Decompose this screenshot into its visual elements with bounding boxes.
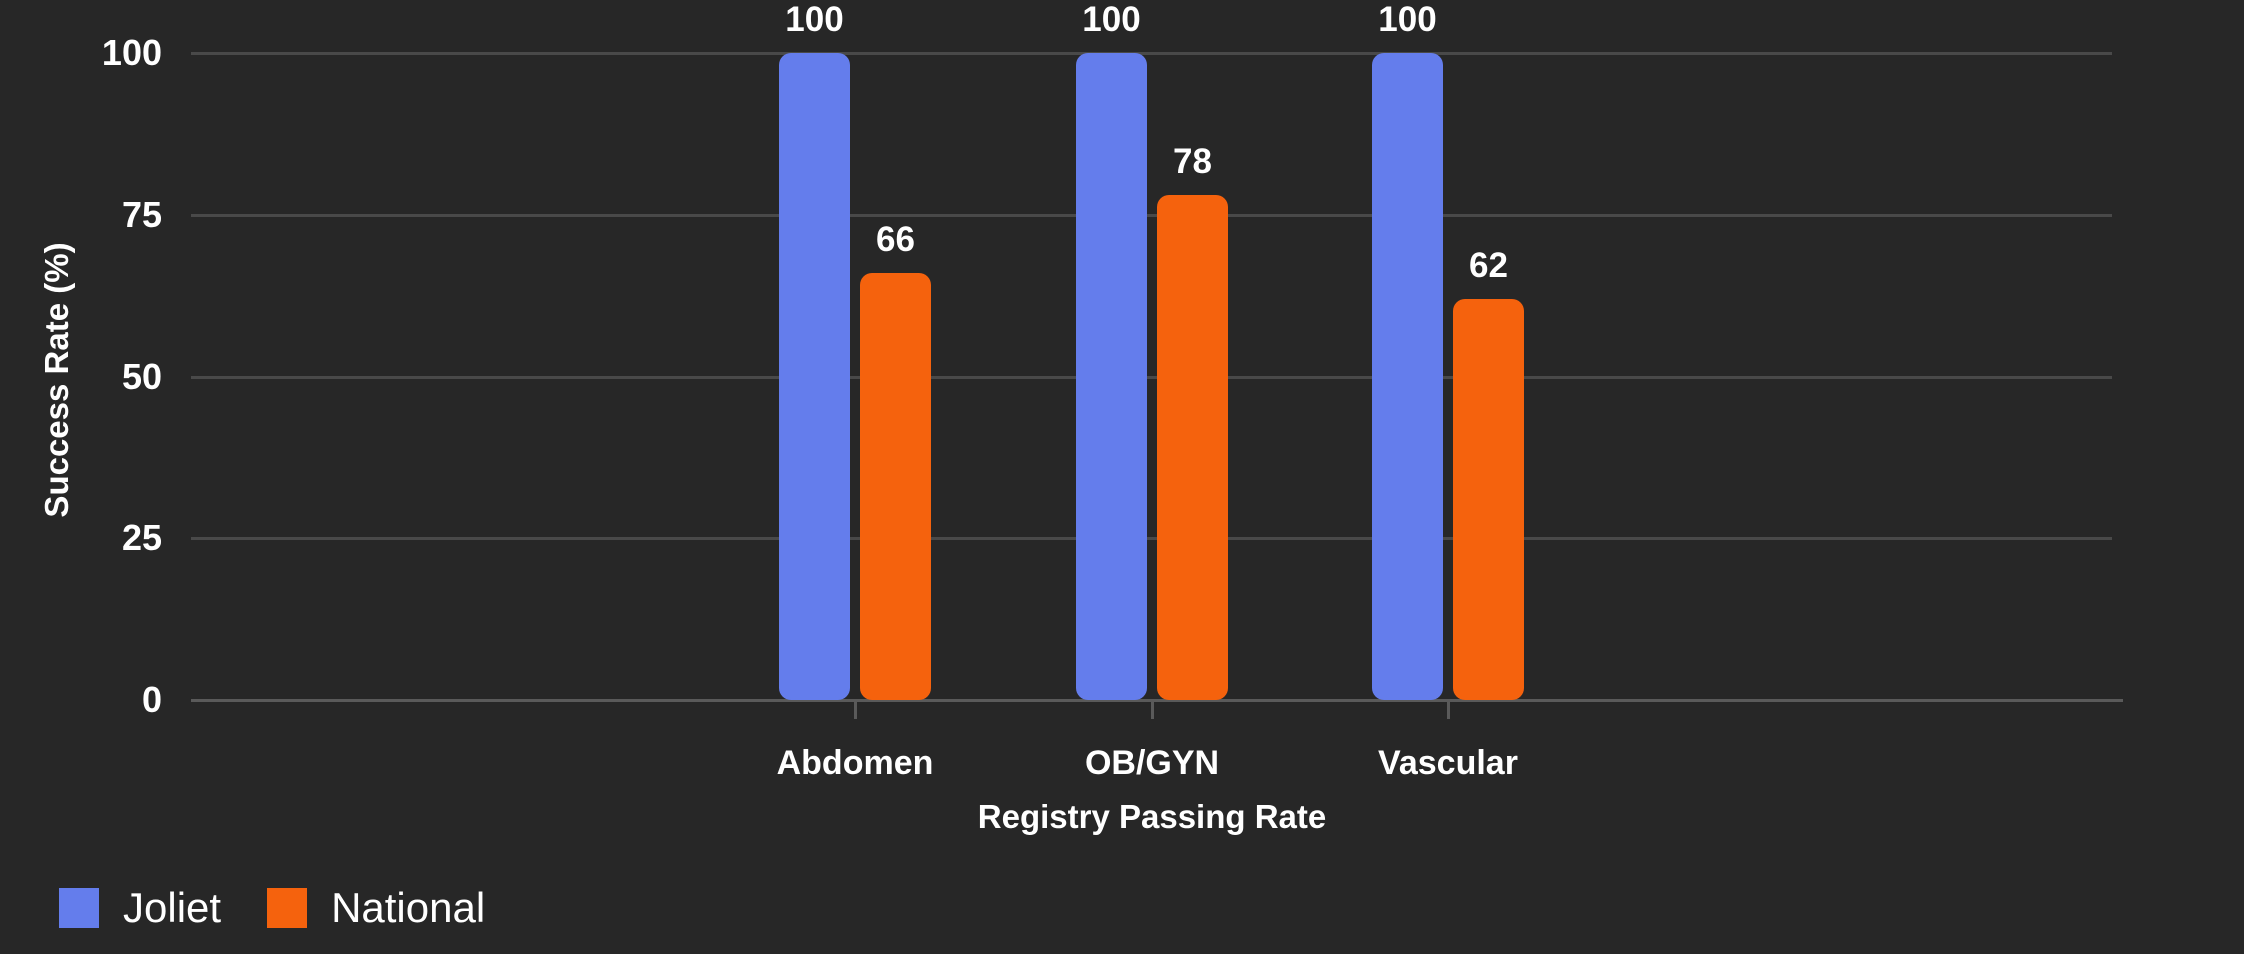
gridline-75 bbox=[191, 213, 2112, 217]
bar-joliet-vascular[interactable] bbox=[1372, 53, 1443, 700]
category-label-ob-gyn: OB/GYN bbox=[1084, 744, 1220, 782]
value-label-joliet-vascular: 100 bbox=[1378, 0, 1437, 39]
legend-label: National bbox=[331, 884, 486, 931]
value-label-joliet-ob-gyn: 100 bbox=[1082, 0, 1141, 39]
x-axis-title: Registry Passing Rate bbox=[977, 798, 1327, 835]
y-tick-label-75: 75 bbox=[121, 193, 162, 235]
bar-national-abdomen[interactable] bbox=[860, 272, 931, 700]
value-label-national-abdomen: 66 bbox=[876, 219, 915, 259]
x-axis-line bbox=[191, 699, 2123, 702]
x-tick-ob-gyn bbox=[1151, 701, 1154, 719]
category-label-vascular: Vascular bbox=[1378, 744, 1518, 782]
bar-joliet-ob-gyn[interactable] bbox=[1076, 53, 1147, 700]
bar-national-vascular[interactable] bbox=[1453, 298, 1524, 700]
y-tick-label-100: 100 bbox=[101, 32, 162, 73]
legend: Joliet National bbox=[59, 887, 485, 929]
legend-label: Joliet bbox=[123, 884, 222, 931]
x-tick-vascular bbox=[1447, 701, 1450, 719]
y-tick-label-25: 25 bbox=[121, 517, 162, 559]
legend-item-joliet[interactable]: Joliet bbox=[59, 887, 221, 929]
bar-joliet-abdomen[interactable] bbox=[779, 53, 850, 700]
gridline-50 bbox=[191, 375, 2112, 379]
value-label-national-ob-gyn: 78 bbox=[1173, 142, 1212, 182]
bar-national-ob-gyn[interactable] bbox=[1157, 195, 1228, 700]
gridline-25 bbox=[191, 537, 2112, 541]
joliet-swatch-icon bbox=[59, 888, 99, 928]
gridline-100 bbox=[191, 52, 2112, 55]
national-swatch-icon bbox=[267, 888, 308, 928]
y-tick-label-50: 50 bbox=[121, 355, 162, 397]
value-label-national-vascular: 62 bbox=[1469, 245, 1508, 285]
x-tick-abdomen bbox=[854, 701, 857, 719]
value-label-joliet-abdomen: 100 bbox=[785, 0, 844, 39]
y-tick-label-0: 0 bbox=[141, 679, 162, 720]
category-label-abdomen: Abdomen bbox=[776, 744, 934, 782]
legend-item-national[interactable]: National bbox=[267, 887, 485, 929]
